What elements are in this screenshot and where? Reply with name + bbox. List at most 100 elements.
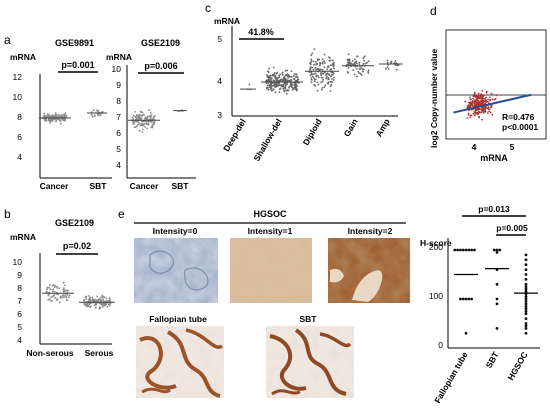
data-point [60,296,62,298]
data-point [347,59,349,61]
data-point [270,79,272,81]
data-point [318,84,320,86]
data-point [358,62,360,64]
data-point [472,98,474,100]
tick-label: 4 [217,76,222,86]
data-point [296,89,298,91]
data-point [322,58,324,60]
data-point [354,59,356,61]
data-point [286,70,288,72]
micrograph-sbt [266,326,354,398]
data-point [317,68,319,70]
tick-label: 10 [13,92,23,102]
data-point [271,90,273,92]
tick-label: 4 [17,335,22,345]
data-point [143,124,145,126]
data-point [268,68,270,70]
data-point [368,60,370,62]
data-point [291,71,293,73]
data-point [269,75,271,77]
data-point [267,85,269,87]
data-point [285,87,287,89]
data-point [97,299,99,301]
data-point [333,62,335,64]
data-point [525,303,528,306]
data-point [481,119,483,121]
data-point [488,108,490,110]
data-point [139,114,141,116]
data-point [496,251,499,254]
data-point [487,99,489,101]
data-point [311,79,313,81]
data-point [484,110,486,112]
p-value-label: p=0.006 [144,61,177,71]
data-point [267,75,269,77]
data-point [62,119,64,121]
data-point [142,129,144,131]
panel-letter-b: b [4,207,11,221]
data-point [488,106,490,108]
data-point [91,297,93,299]
data-point [139,130,141,132]
data-point [319,63,321,65]
data-point [49,119,51,121]
data-point [325,73,327,75]
data-point [313,69,315,71]
data-point [475,110,477,112]
data-point [352,69,354,71]
data-point [322,69,324,71]
data-point [58,287,60,289]
data-point [330,85,332,87]
tick-label: 0 [438,340,443,350]
data-point [314,80,316,82]
data-point [356,63,358,65]
data-point [328,78,330,80]
data-point [485,107,487,109]
category-label: Cancer [130,181,160,191]
data-point [95,303,97,305]
data-point [52,290,54,292]
data-point [135,126,137,128]
data-point [88,295,90,297]
data-point [87,303,89,305]
data-point [322,79,324,81]
data-point [464,101,466,103]
data-point [147,117,149,119]
data-point [85,298,87,300]
data-point [348,61,350,63]
tick-label: 6 [17,132,22,142]
data-point [525,327,528,330]
data-point [296,80,298,82]
data-point [287,73,289,75]
data-point [330,64,332,66]
data-point [354,74,356,76]
data-point [387,62,389,64]
tick-label: 4 [116,160,121,170]
data-point [52,115,54,117]
data-point [150,121,152,123]
data-point [99,114,101,116]
data-point [102,297,104,299]
data-point [357,71,359,73]
data-point [151,115,153,117]
data-point [132,117,134,119]
data-point [310,54,312,56]
data-point [525,332,528,335]
data-point [482,108,484,110]
data-point [355,61,357,63]
tick-label: 100 [429,291,443,301]
data-point [481,90,483,92]
data-point [137,124,139,126]
data-point [525,312,528,315]
data-point [525,263,528,266]
data-point [481,110,483,112]
data-point [480,94,482,96]
data-point [319,65,321,67]
data-point [46,291,48,293]
data-point [134,111,136,113]
data-point [54,294,56,296]
data-point [362,71,364,73]
data-point [110,303,112,305]
data-point [96,296,98,298]
